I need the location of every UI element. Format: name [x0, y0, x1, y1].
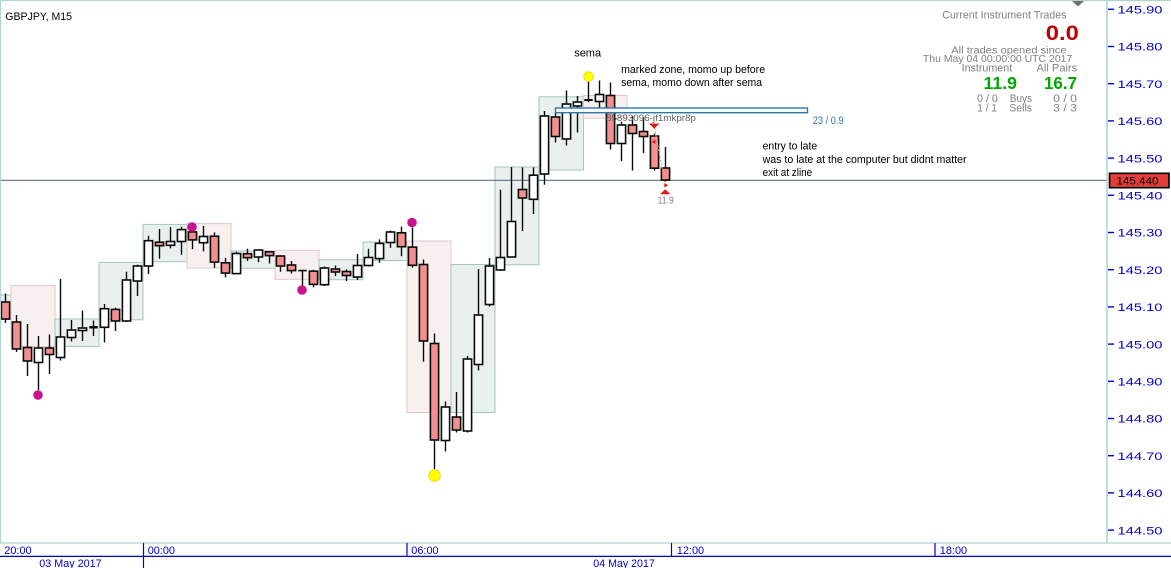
- svg-text:144.60: 144.60: [1118, 488, 1163, 500]
- svg-text:145.30: 145.30: [1118, 228, 1163, 240]
- svg-text:00:00: 00:00: [148, 545, 175, 557]
- svg-text:04 May 2017: 04 May 2017: [593, 558, 655, 568]
- svg-text:145.10: 145.10: [1118, 302, 1163, 314]
- svg-text:0 / 0: 0 / 0: [1053, 93, 1077, 105]
- svg-text:12:00: 12:00: [677, 545, 704, 557]
- svg-text:06:00: 06:00: [411, 545, 438, 557]
- svg-text:GBPJPY, M15: GBPJPY, M15: [5, 11, 72, 23]
- svg-text:11.9: 11.9: [658, 195, 675, 206]
- svg-text:145.70: 145.70: [1118, 79, 1163, 91]
- svg-text:exit at zline: exit at zline: [763, 167, 813, 179]
- svg-text:0 / 0: 0 / 0: [977, 93, 998, 105]
- svg-text:1 / 1: 1 / 1: [977, 103, 997, 115]
- svg-text:sema, momo down after sema: sema, momo down after sema: [621, 77, 763, 89]
- svg-text:marked zone, momo up before: marked zone, momo up before: [621, 64, 765, 76]
- svg-text:All Pairs: All Pairs: [1037, 63, 1078, 75]
- svg-text:23 / 0.9: 23 / 0.9: [813, 115, 844, 127]
- svg-text:145.60: 145.60: [1118, 116, 1163, 128]
- svg-text:03 May 2017: 03 May 2017: [39, 558, 101, 568]
- svg-text:Current Instrument Trades: Current Instrument Trades: [942, 9, 1067, 21]
- svg-text:144.80: 144.80: [1118, 414, 1163, 426]
- svg-text:144.90: 144.90: [1118, 376, 1163, 388]
- svg-text:144.50: 144.50: [1118, 525, 1163, 537]
- svg-text:sema: sema: [574, 48, 602, 60]
- svg-text:145.40: 145.40: [1118, 190, 1163, 202]
- svg-text:85893096-jf1mkpr8p: 85893096-jf1mkpr8p: [606, 113, 696, 124]
- svg-text:Sells: Sells: [1009, 103, 1032, 115]
- svg-text:145.50: 145.50: [1118, 153, 1163, 165]
- svg-text:145.90: 145.90: [1118, 4, 1163, 16]
- svg-text:0.0: 0.0: [1046, 22, 1079, 45]
- svg-text:144.70: 144.70: [1118, 451, 1163, 463]
- svg-text:16.7: 16.7: [1044, 73, 1077, 93]
- svg-text:was to late at the computer bu: was to late at the computer but didnt ma…: [762, 154, 967, 166]
- svg-text:11.9: 11.9: [984, 73, 1018, 93]
- svg-text:20:00: 20:00: [4, 545, 31, 557]
- svg-text:145.440: 145.440: [1117, 176, 1159, 188]
- svg-text:Buys: Buys: [1010, 93, 1033, 105]
- svg-text:Instrument: Instrument: [962, 63, 1013, 75]
- svg-text:Thu May 04 00:00:00 UTC 2017: Thu May 04 00:00:00 UTC 2017: [923, 54, 1073, 65]
- svg-text:145.80: 145.80: [1118, 42, 1163, 54]
- svg-text:All trades opened since: All trades opened since: [951, 46, 1067, 57]
- svg-text:145.20: 145.20: [1118, 265, 1163, 277]
- svg-text:entry to late: entry to late: [763, 141, 818, 153]
- svg-text:18:00: 18:00: [940, 545, 967, 557]
- svg-text:145.00: 145.00: [1118, 339, 1163, 351]
- svg-text:3 / 3: 3 / 3: [1053, 103, 1077, 115]
